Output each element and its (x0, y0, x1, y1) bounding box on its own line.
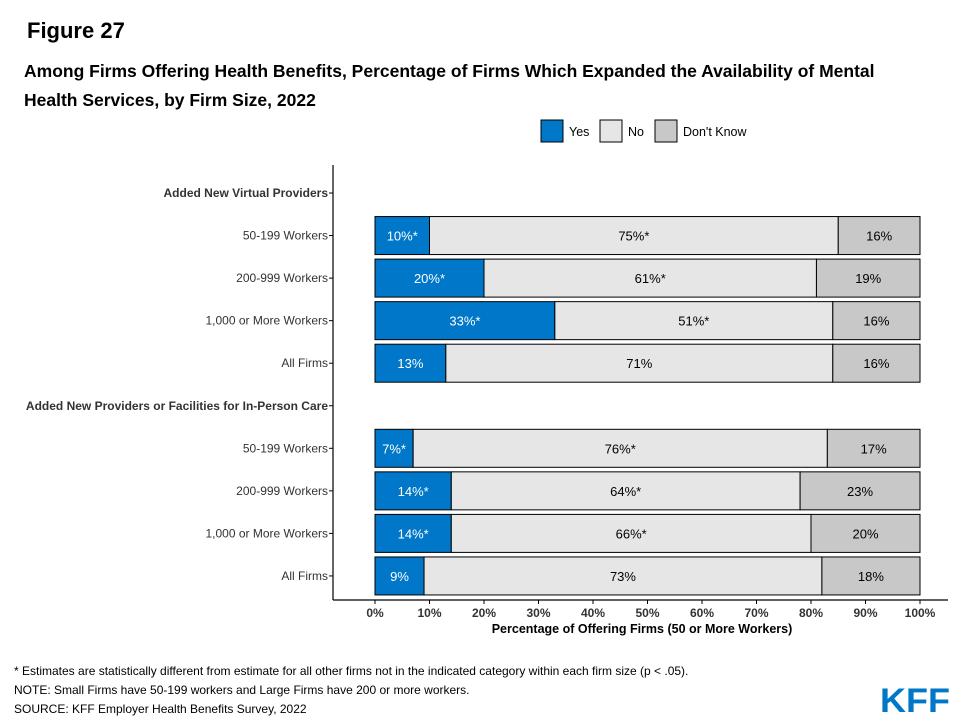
bar-segment (832, 301, 921, 341)
category-label: 1,000 or More Workers (206, 526, 329, 540)
bar-segment (832, 343, 921, 383)
x-tick-label: 50% (635, 606, 659, 620)
x-tick-label: 60% (690, 606, 714, 620)
x-tick-label: 0% (366, 606, 384, 620)
bar-segment (450, 513, 812, 553)
footnotes: * Estimates are statistically different … (14, 662, 688, 719)
category-label: 1,000 or More Workers (206, 314, 329, 328)
data-label: 73% (610, 569, 636, 584)
category-label: All Firms (281, 569, 328, 583)
data-label: 17% (861, 441, 887, 456)
x-tick-label: 40% (581, 606, 605, 620)
x-tick-label: 70% (744, 606, 768, 620)
data-label: 20% (852, 526, 878, 541)
data-label: 9% (390, 569, 409, 584)
data-label: 75%* (618, 229, 649, 244)
group-label: Added New Providers or Facilities for In… (26, 399, 328, 413)
data-label: 16% (863, 314, 889, 329)
x-axis-label: Percentage of Offering Firms (50 or More… (492, 622, 793, 636)
data-label: 14%* (398, 484, 429, 499)
bar-segment (826, 428, 921, 468)
kff-logo-icon: KFF (880, 683, 950, 715)
bars: 10%* 75%* 16% 20%* 61%* 19% 33%* 51%* 16% 13% 71% 1… (374, 216, 921, 596)
kff-logo-text: KFF (880, 683, 950, 715)
legend-swatch (599, 119, 623, 143)
bar-segment (374, 428, 414, 468)
legend-label: Don't Know (683, 125, 748, 139)
bar-segment (837, 216, 921, 256)
category-label: 200-999 Workers (236, 484, 328, 498)
bar-segment (799, 471, 921, 511)
stacked-bar-chart: Yes No Don't Know 0% 10% 20% 30% 40% 50% 60% 70% 8… (26, 119, 948, 636)
data-label: 23% (847, 484, 873, 499)
footnote-source: SOURCE: KFF Employer Health Benefits Sur… (14, 702, 307, 716)
data-label: 18% (858, 569, 884, 584)
chart-title: Among Firms Offering Health Benefits, Pe… (24, 61, 875, 110)
bar-segment (554, 301, 834, 341)
bar-segment (374, 556, 425, 596)
data-label: 71% (626, 356, 652, 371)
x-tick-label: 90% (853, 606, 877, 620)
bar-segment (423, 556, 823, 596)
data-label: 10%* (387, 229, 418, 244)
legend-swatch (654, 119, 678, 143)
category-label: 50-199 Workers (243, 441, 328, 455)
data-label: 20%* (414, 271, 445, 286)
category-label: 50-199 Workers (243, 229, 328, 243)
bar-segment (815, 258, 921, 298)
category-label: All Firms (281, 356, 328, 370)
x-tick-label: 100% (905, 606, 936, 620)
data-label: 19% (855, 271, 881, 286)
bar-segment (810, 513, 921, 553)
bar-segment (374, 258, 485, 298)
data-label: 33%* (449, 314, 480, 329)
x-tick-label: 10% (417, 606, 441, 620)
data-label: 51%* (678, 314, 709, 329)
bar-segment (429, 216, 839, 256)
data-label: 66%* (616, 526, 647, 541)
data-label: 7%* (382, 441, 406, 456)
footnote-significance: * Estimates are statistically different … (14, 664, 689, 678)
bar-segment (374, 513, 452, 553)
bar-segment (483, 258, 817, 298)
axes: 0% 10% 20% 30% 40% 50% 60% 70% 80% 90% 100% Percent… (26, 165, 948, 636)
group-label: Added New Virtual Providers (164, 186, 329, 200)
footnote-note: NOTE: Small Firms have 50-199 workers an… (14, 683, 470, 697)
data-label: 16% (866, 229, 892, 244)
data-label: 64%* (610, 484, 641, 499)
bar-segment (374, 216, 430, 256)
data-label: 16% (863, 356, 889, 371)
data-label: 13% (397, 356, 423, 371)
category-label: 200-999 Workers (236, 271, 328, 285)
legend-swatch (540, 119, 564, 143)
legend-label: Yes (569, 125, 589, 139)
data-label: 14%* (398, 526, 429, 541)
legend: Yes No Don't Know (540, 119, 748, 143)
data-label: 76%* (605, 441, 636, 456)
bar-segment (445, 343, 834, 383)
x-tick-label: 20% (472, 606, 496, 620)
legend-label: No (628, 125, 644, 139)
data-label: 61%* (635, 271, 666, 286)
bar-segment (450, 471, 801, 511)
bar-segment (374, 471, 452, 511)
x-tick-label: 30% (526, 606, 550, 620)
x-tick-label: 80% (799, 606, 823, 620)
bar-segment (821, 556, 921, 596)
figure-label: Figure 27 (27, 18, 125, 43)
bar-segment (412, 428, 828, 468)
